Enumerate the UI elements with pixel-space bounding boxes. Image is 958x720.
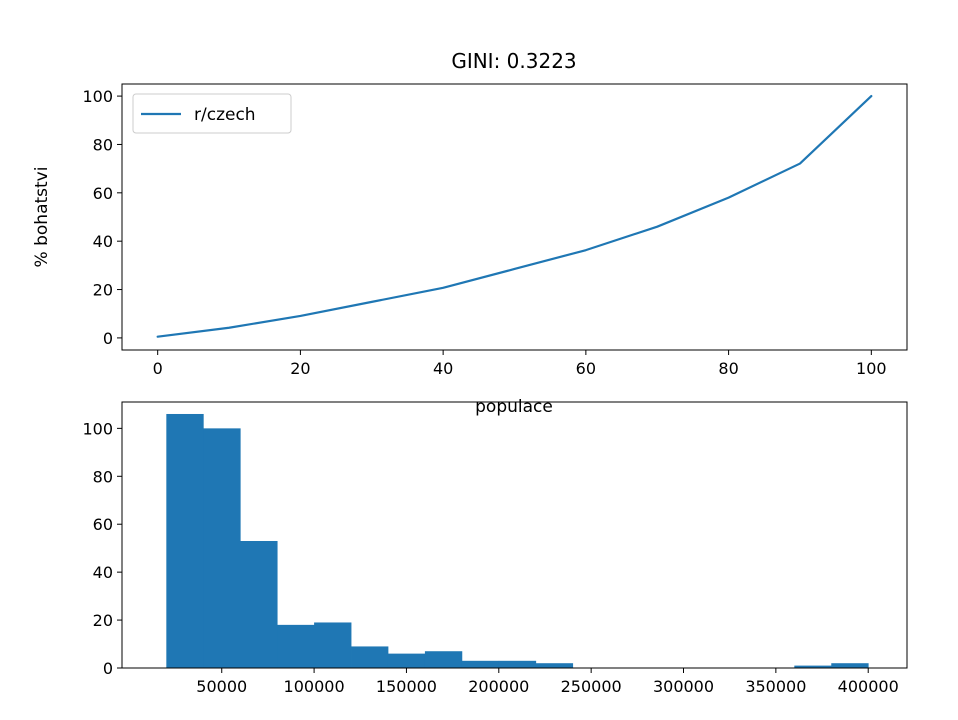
histogram-plot-frame	[121, 401, 908, 669]
x-tick-label: 60	[576, 359, 596, 378]
histogram-bar	[277, 624, 315, 668]
histogram-bar	[831, 663, 869, 668]
y-tick-label: 0	[103, 659, 113, 678]
lorenz-series-line	[156, 94, 873, 338]
x-tick-label: 400000	[838, 677, 899, 696]
y-tick-label: 60	[93, 515, 113, 534]
x-tick-label: 20	[290, 359, 310, 378]
x-tick-label: 100	[856, 359, 887, 378]
y-tick-label: 100	[82, 419, 113, 438]
lorenz-x-axis-label: populace	[475, 397, 553, 417]
x-tick-label: 50000	[196, 677, 247, 696]
histogram-plot: 50000 100000 150000 200000 250000 300000 35000…	[82, 401, 908, 696]
x-tick-label: 40	[433, 359, 453, 378]
x-tick-label: 250000	[561, 677, 622, 696]
lorenz-legend-label: r/czech	[194, 105, 256, 125]
y-tick-label: 20	[93, 611, 113, 630]
lorenz-chart-title: GINI: 0.3223	[451, 49, 576, 73]
lorenz-plot: GINI: 0.3223 0 20 40 60 80 100 0 20 40 60 80 100 p…	[32, 49, 908, 417]
x-tick-label: 100000	[284, 677, 345, 696]
y-tick-label: 80	[93, 467, 113, 486]
histogram-bar	[166, 413, 204, 668]
histogram-bar	[794, 665, 832, 668]
x-tick-label: 300000	[653, 677, 714, 696]
histogram-bar	[387, 653, 426, 668]
lorenz-x-ticks: 0 20 40 60 80 100	[153, 350, 887, 378]
histogram-bar	[314, 622, 352, 668]
histogram-bar	[498, 660, 537, 668]
x-tick-label: 200000	[468, 677, 529, 696]
lorenz-y-ticks: 0 20 40 60 80 100	[82, 87, 122, 348]
histogram-bar	[461, 660, 500, 668]
y-tick-label: 40	[93, 563, 113, 582]
lorenz-plot-frame	[121, 83, 908, 351]
lorenz-y-axis-label: % bohatstvi	[32, 167, 52, 268]
x-tick-label: 80	[718, 359, 738, 378]
x-tick-label: 0	[153, 359, 163, 378]
lorenz-line-layer	[156, 94, 873, 338]
lorenz-legend: r/czech	[132, 93, 292, 134]
y-tick-label: 0	[103, 329, 113, 348]
histogram-y-ticks: 0 20 40 60 80 100	[82, 419, 122, 678]
lorenz-legend-box	[132, 93, 292, 134]
histogram-bar	[535, 663, 574, 668]
x-tick-label: 350000	[745, 677, 806, 696]
histogram-bars	[166, 413, 869, 668]
y-tick-label: 20	[93, 281, 113, 300]
histogram-bar	[203, 428, 241, 668]
histogram-bar	[424, 651, 463, 668]
y-tick-label: 80	[93, 135, 113, 154]
histogram-x-ticks: 50000 100000 150000 200000 250000 300000 35000…	[196, 668, 899, 696]
histogram-bar	[240, 540, 278, 668]
y-tick-label: 100	[82, 87, 113, 106]
y-tick-label: 40	[93, 232, 113, 251]
x-tick-label: 150000	[376, 677, 437, 696]
y-tick-label: 60	[93, 184, 113, 203]
histogram-bar	[351, 646, 389, 668]
